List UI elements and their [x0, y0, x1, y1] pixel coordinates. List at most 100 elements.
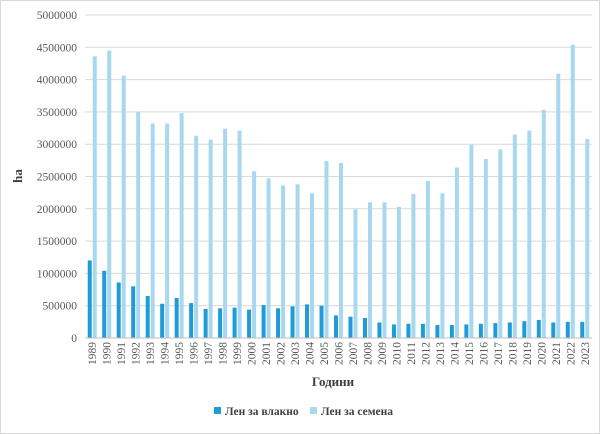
bar-seed-flax — [469, 144, 474, 338]
bar-seed-flax — [92, 56, 97, 339]
x-tick-label: 2017 — [493, 342, 505, 365]
bar-seed-flax — [498, 149, 503, 338]
x-tick-label: 2004 — [305, 342, 317, 365]
x-tick-label: 2010 — [391, 342, 403, 365]
bar-fiber-flax — [261, 305, 266, 338]
x-tick-label: 2016 — [478, 342, 490, 365]
bar-seed-flax — [527, 130, 532, 338]
bar-fiber-flax — [420, 323, 425, 338]
bar-seed-flax — [107, 50, 112, 338]
bar-seed-flax — [223, 128, 228, 338]
legend-swatch-fiber-flax — [214, 407, 221, 414]
x-tick-label: 1998 — [218, 342, 230, 365]
bar-seed-flax — [266, 178, 271, 338]
x-tick-label: 1991 — [116, 342, 128, 365]
legend-label-seed-flax: Лен за семена — [321, 406, 393, 418]
bar-fiber-flax — [247, 309, 252, 338]
bar-seed-flax — [295, 184, 300, 338]
gridlines — [85, 14, 592, 307]
legend-swatch-seed-flax — [310, 407, 317, 414]
bar-fiber-flax — [507, 322, 512, 338]
y-axis-ticks: 0 500000 1000000 1500000 2000000 2500000 30000… — [37, 10, 78, 345]
bar-seed-flax — [512, 134, 517, 338]
legend: Лен за влакно Лен за семена — [214, 406, 393, 418]
bar-fiber-flax — [580, 321, 585, 338]
bar-seed-flax — [165, 123, 170, 338]
bar-fiber-flax — [522, 321, 527, 338]
x-tick-label: 2005 — [319, 342, 331, 365]
x-tick-label: 2015 — [464, 342, 476, 365]
bar-fiber-flax — [493, 323, 498, 338]
x-tick-label: 1994 — [160, 342, 172, 365]
bar-seed-flax — [179, 113, 184, 338]
bar-seed-flax — [194, 135, 199, 338]
y-tick-label: 1500000 — [37, 236, 78, 248]
bar-seed-flax — [440, 193, 445, 338]
x-tick-label: 1999 — [232, 342, 244, 365]
x-tick-label: 2003 — [290, 342, 302, 365]
bar-fiber-flax — [87, 260, 92, 338]
x-axis-title: Години — [312, 374, 355, 389]
bar-seed-flax — [237, 130, 242, 338]
x-tick-label: 2014 — [449, 342, 461, 365]
bar-fiber-flax — [290, 306, 295, 338]
bar-fiber-flax — [232, 307, 237, 338]
bar-fiber-flax — [565, 321, 570, 338]
bar-seed-flax — [252, 171, 257, 338]
x-tick-label: 2012 — [420, 342, 432, 365]
bar-fiber-flax — [203, 308, 208, 338]
legend-label-fiber-flax: Лен за влакно — [225, 406, 299, 418]
x-tick-label: 2009 — [377, 342, 389, 365]
x-tick-label: 1995 — [174, 342, 186, 365]
x-tick-label: 1990 — [102, 342, 114, 365]
bar-fiber-flax — [145, 296, 150, 338]
x-tick-label: 2002 — [276, 342, 288, 365]
bar-fiber-flax — [276, 308, 281, 338]
bar-seed-flax — [150, 123, 155, 338]
bar-seed-flax — [281, 185, 286, 338]
bar-fiber-flax — [218, 308, 223, 338]
x-tick-label: 1989 — [87, 342, 99, 365]
bar-fiber-flax — [319, 305, 324, 338]
x-tick-label: 2000 — [247, 342, 259, 365]
x-axis-ticks: 1989 1990 1991 1992 1993 1994 1995 1996 1997 1998… — [87, 342, 592, 365]
bar-seed-flax — [208, 139, 213, 338]
bar-fiber-flax — [377, 322, 382, 338]
y-tick-label: 4000000 — [37, 75, 78, 87]
y-tick-label: 2000000 — [37, 204, 78, 216]
y-tick-label: 3500000 — [37, 107, 78, 119]
y-tick-label: 4500000 — [37, 42, 78, 54]
x-tick-label: 2001 — [261, 342, 273, 365]
bar-seed-flax — [382, 202, 387, 338]
x-tick-label: 2021 — [551, 342, 563, 365]
bar-seed-flax — [324, 160, 329, 338]
bar-seed-flax — [541, 109, 546, 338]
bar-seed-flax — [585, 139, 590, 338]
x-tick-label: 1993 — [145, 342, 157, 365]
x-tick-label: 2006 — [334, 342, 346, 365]
bar-fiber-flax — [536, 319, 541, 338]
bar-fiber-flax — [391, 324, 396, 338]
bar-seed-flax — [454, 167, 459, 338]
x-tick-label: 1992 — [131, 342, 143, 365]
x-tick-label: 2020 — [536, 342, 548, 365]
bar-seed-flax — [483, 159, 488, 338]
x-tick-label: 2022 — [565, 342, 577, 365]
y-axis-title: ha — [10, 169, 25, 183]
bar-fiber-flax — [464, 324, 469, 338]
y-tick-label: 5000000 — [37, 10, 78, 22]
y-tick-label: 500000 — [43, 301, 78, 313]
y-tick-label: 0 — [71, 333, 77, 345]
x-tick-label: 2023 — [580, 342, 592, 365]
bar-seed-flax — [136, 111, 141, 339]
x-tick-label: 2018 — [507, 342, 519, 365]
x-tick-label: 1997 — [203, 342, 215, 365]
x-tick-label: 2019 — [522, 342, 534, 365]
x-tick-label: 2013 — [435, 342, 447, 365]
bar-fiber-flax — [189, 303, 194, 338]
bar-fiber-flax — [116, 282, 121, 338]
y-tick-label: 3000000 — [37, 139, 78, 151]
y-tick-label: 2500000 — [37, 172, 78, 184]
